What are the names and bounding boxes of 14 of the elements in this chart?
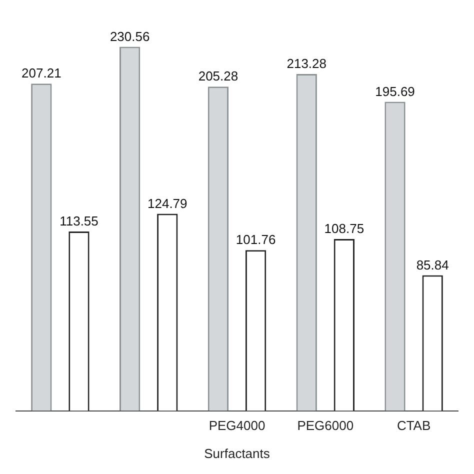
x-tick-label: CTAB bbox=[396, 418, 431, 434]
data-label: 205.28 bbox=[198, 68, 238, 84]
data-label: 207.21 bbox=[22, 66, 62, 81]
x-tick-label: PEG4000 bbox=[208, 418, 266, 434]
data-label: 101.76 bbox=[236, 232, 276, 248]
data-label: 230.56 bbox=[110, 28, 150, 44]
data-label: 213.28 bbox=[286, 56, 326, 72]
data-label: 195.69 bbox=[375, 84, 415, 99]
data-label: 113.55 bbox=[60, 214, 98, 229]
x-tick-label: PEG6000 bbox=[297, 418, 354, 434]
data-label: 108.75 bbox=[324, 221, 364, 236]
x-axis-title: Surfactants bbox=[204, 446, 270, 461]
data-label: 85.84 bbox=[416, 257, 449, 272]
data-label: 124.79 bbox=[148, 196, 188, 211]
